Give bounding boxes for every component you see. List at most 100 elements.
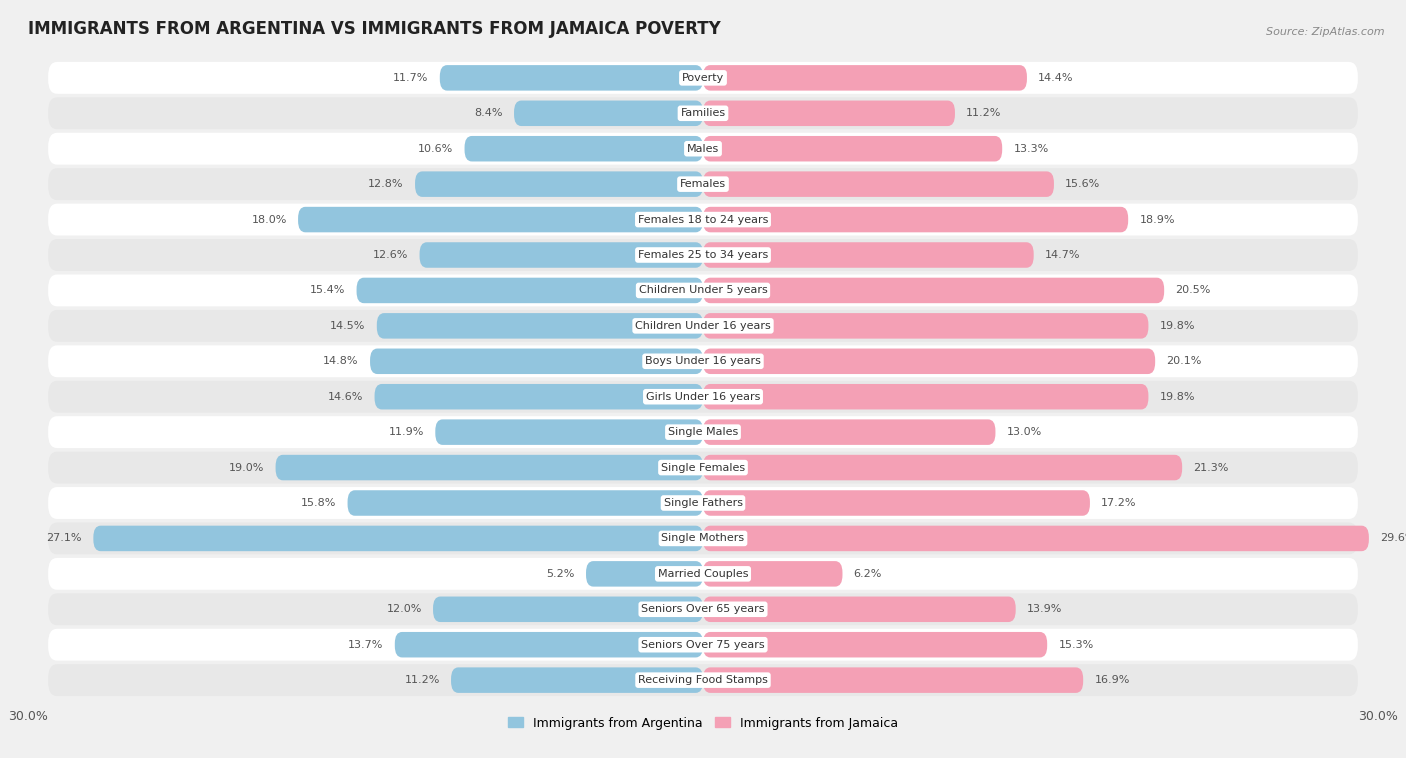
FancyBboxPatch shape: [93, 526, 703, 551]
FancyBboxPatch shape: [703, 632, 1047, 657]
FancyBboxPatch shape: [703, 101, 955, 126]
FancyBboxPatch shape: [419, 243, 703, 268]
FancyBboxPatch shape: [48, 594, 1358, 625]
FancyBboxPatch shape: [703, 561, 842, 587]
FancyBboxPatch shape: [48, 452, 1358, 484]
Text: 14.5%: 14.5%: [330, 321, 366, 330]
Text: Children Under 5 years: Children Under 5 years: [638, 286, 768, 296]
Legend: Immigrants from Argentina, Immigrants from Jamaica: Immigrants from Argentina, Immigrants fr…: [503, 712, 903, 735]
FancyBboxPatch shape: [703, 65, 1026, 91]
Text: 29.6%: 29.6%: [1381, 534, 1406, 543]
FancyBboxPatch shape: [48, 239, 1358, 271]
Text: Females 25 to 34 years: Females 25 to 34 years: [638, 250, 768, 260]
Text: 13.3%: 13.3%: [1014, 144, 1049, 154]
Text: 13.9%: 13.9%: [1026, 604, 1063, 614]
FancyBboxPatch shape: [586, 561, 703, 587]
Text: 11.7%: 11.7%: [394, 73, 429, 83]
FancyBboxPatch shape: [464, 136, 703, 161]
Text: 21.3%: 21.3%: [1194, 462, 1229, 472]
Text: Girls Under 16 years: Girls Under 16 years: [645, 392, 761, 402]
FancyBboxPatch shape: [48, 629, 1358, 661]
Text: 8.4%: 8.4%: [474, 108, 503, 118]
Text: 15.3%: 15.3%: [1059, 640, 1094, 650]
Text: Families: Families: [681, 108, 725, 118]
Text: Poverty: Poverty: [682, 73, 724, 83]
Text: Receiving Food Stamps: Receiving Food Stamps: [638, 675, 768, 685]
Text: 11.2%: 11.2%: [405, 675, 440, 685]
FancyBboxPatch shape: [48, 522, 1358, 554]
FancyBboxPatch shape: [703, 171, 1054, 197]
FancyBboxPatch shape: [451, 667, 703, 693]
Text: 16.9%: 16.9%: [1094, 675, 1130, 685]
Text: Females 18 to 24 years: Females 18 to 24 years: [638, 215, 768, 224]
FancyBboxPatch shape: [703, 136, 1002, 161]
FancyBboxPatch shape: [48, 97, 1358, 129]
Text: 11.2%: 11.2%: [966, 108, 1001, 118]
FancyBboxPatch shape: [415, 171, 703, 197]
Text: 18.0%: 18.0%: [252, 215, 287, 224]
FancyBboxPatch shape: [374, 384, 703, 409]
Text: Single Mothers: Single Mothers: [661, 534, 745, 543]
Text: 20.1%: 20.1%: [1167, 356, 1202, 366]
Text: 12.0%: 12.0%: [387, 604, 422, 614]
FancyBboxPatch shape: [436, 419, 703, 445]
FancyBboxPatch shape: [703, 455, 1182, 481]
FancyBboxPatch shape: [48, 133, 1358, 164]
FancyBboxPatch shape: [347, 490, 703, 515]
Text: Married Couples: Married Couples: [658, 568, 748, 579]
Text: 20.5%: 20.5%: [1175, 286, 1211, 296]
FancyBboxPatch shape: [48, 381, 1358, 412]
Text: Single Females: Single Females: [661, 462, 745, 472]
FancyBboxPatch shape: [48, 168, 1358, 200]
FancyBboxPatch shape: [48, 274, 1358, 306]
Text: 13.7%: 13.7%: [349, 640, 384, 650]
Text: 14.7%: 14.7%: [1045, 250, 1080, 260]
FancyBboxPatch shape: [440, 65, 703, 91]
FancyBboxPatch shape: [370, 349, 703, 374]
Text: 15.4%: 15.4%: [309, 286, 346, 296]
Text: 12.8%: 12.8%: [368, 179, 404, 190]
FancyBboxPatch shape: [703, 313, 1149, 339]
FancyBboxPatch shape: [703, 419, 995, 445]
Text: Single Males: Single Males: [668, 428, 738, 437]
Text: Boys Under 16 years: Boys Under 16 years: [645, 356, 761, 366]
FancyBboxPatch shape: [395, 632, 703, 657]
Text: 15.8%: 15.8%: [301, 498, 336, 508]
FancyBboxPatch shape: [703, 207, 1128, 232]
FancyBboxPatch shape: [298, 207, 703, 232]
Text: Males: Males: [688, 144, 718, 154]
Text: 19.8%: 19.8%: [1160, 392, 1195, 402]
Text: 14.6%: 14.6%: [328, 392, 363, 402]
FancyBboxPatch shape: [48, 558, 1358, 590]
Text: 11.9%: 11.9%: [388, 428, 425, 437]
Text: 18.9%: 18.9%: [1139, 215, 1175, 224]
FancyBboxPatch shape: [48, 310, 1358, 342]
Text: Children Under 16 years: Children Under 16 years: [636, 321, 770, 330]
FancyBboxPatch shape: [377, 313, 703, 339]
FancyBboxPatch shape: [48, 346, 1358, 377]
FancyBboxPatch shape: [48, 664, 1358, 696]
FancyBboxPatch shape: [703, 526, 1369, 551]
Text: Single Fathers: Single Fathers: [664, 498, 742, 508]
Text: 14.4%: 14.4%: [1038, 73, 1074, 83]
Text: Seniors Over 75 years: Seniors Over 75 years: [641, 640, 765, 650]
FancyBboxPatch shape: [48, 416, 1358, 448]
FancyBboxPatch shape: [703, 277, 1164, 303]
Text: 17.2%: 17.2%: [1101, 498, 1136, 508]
FancyBboxPatch shape: [48, 487, 1358, 519]
Text: 19.0%: 19.0%: [229, 462, 264, 472]
FancyBboxPatch shape: [703, 243, 1033, 268]
Text: 5.2%: 5.2%: [547, 568, 575, 579]
Text: 6.2%: 6.2%: [853, 568, 882, 579]
Text: 15.6%: 15.6%: [1066, 179, 1101, 190]
Text: 14.8%: 14.8%: [323, 356, 359, 366]
FancyBboxPatch shape: [48, 204, 1358, 236]
Text: 13.0%: 13.0%: [1007, 428, 1042, 437]
Text: Source: ZipAtlas.com: Source: ZipAtlas.com: [1267, 27, 1385, 36]
Text: Females: Females: [681, 179, 725, 190]
Text: 19.8%: 19.8%: [1160, 321, 1195, 330]
FancyBboxPatch shape: [703, 349, 1156, 374]
FancyBboxPatch shape: [703, 667, 1083, 693]
Text: 10.6%: 10.6%: [418, 144, 453, 154]
FancyBboxPatch shape: [357, 277, 703, 303]
